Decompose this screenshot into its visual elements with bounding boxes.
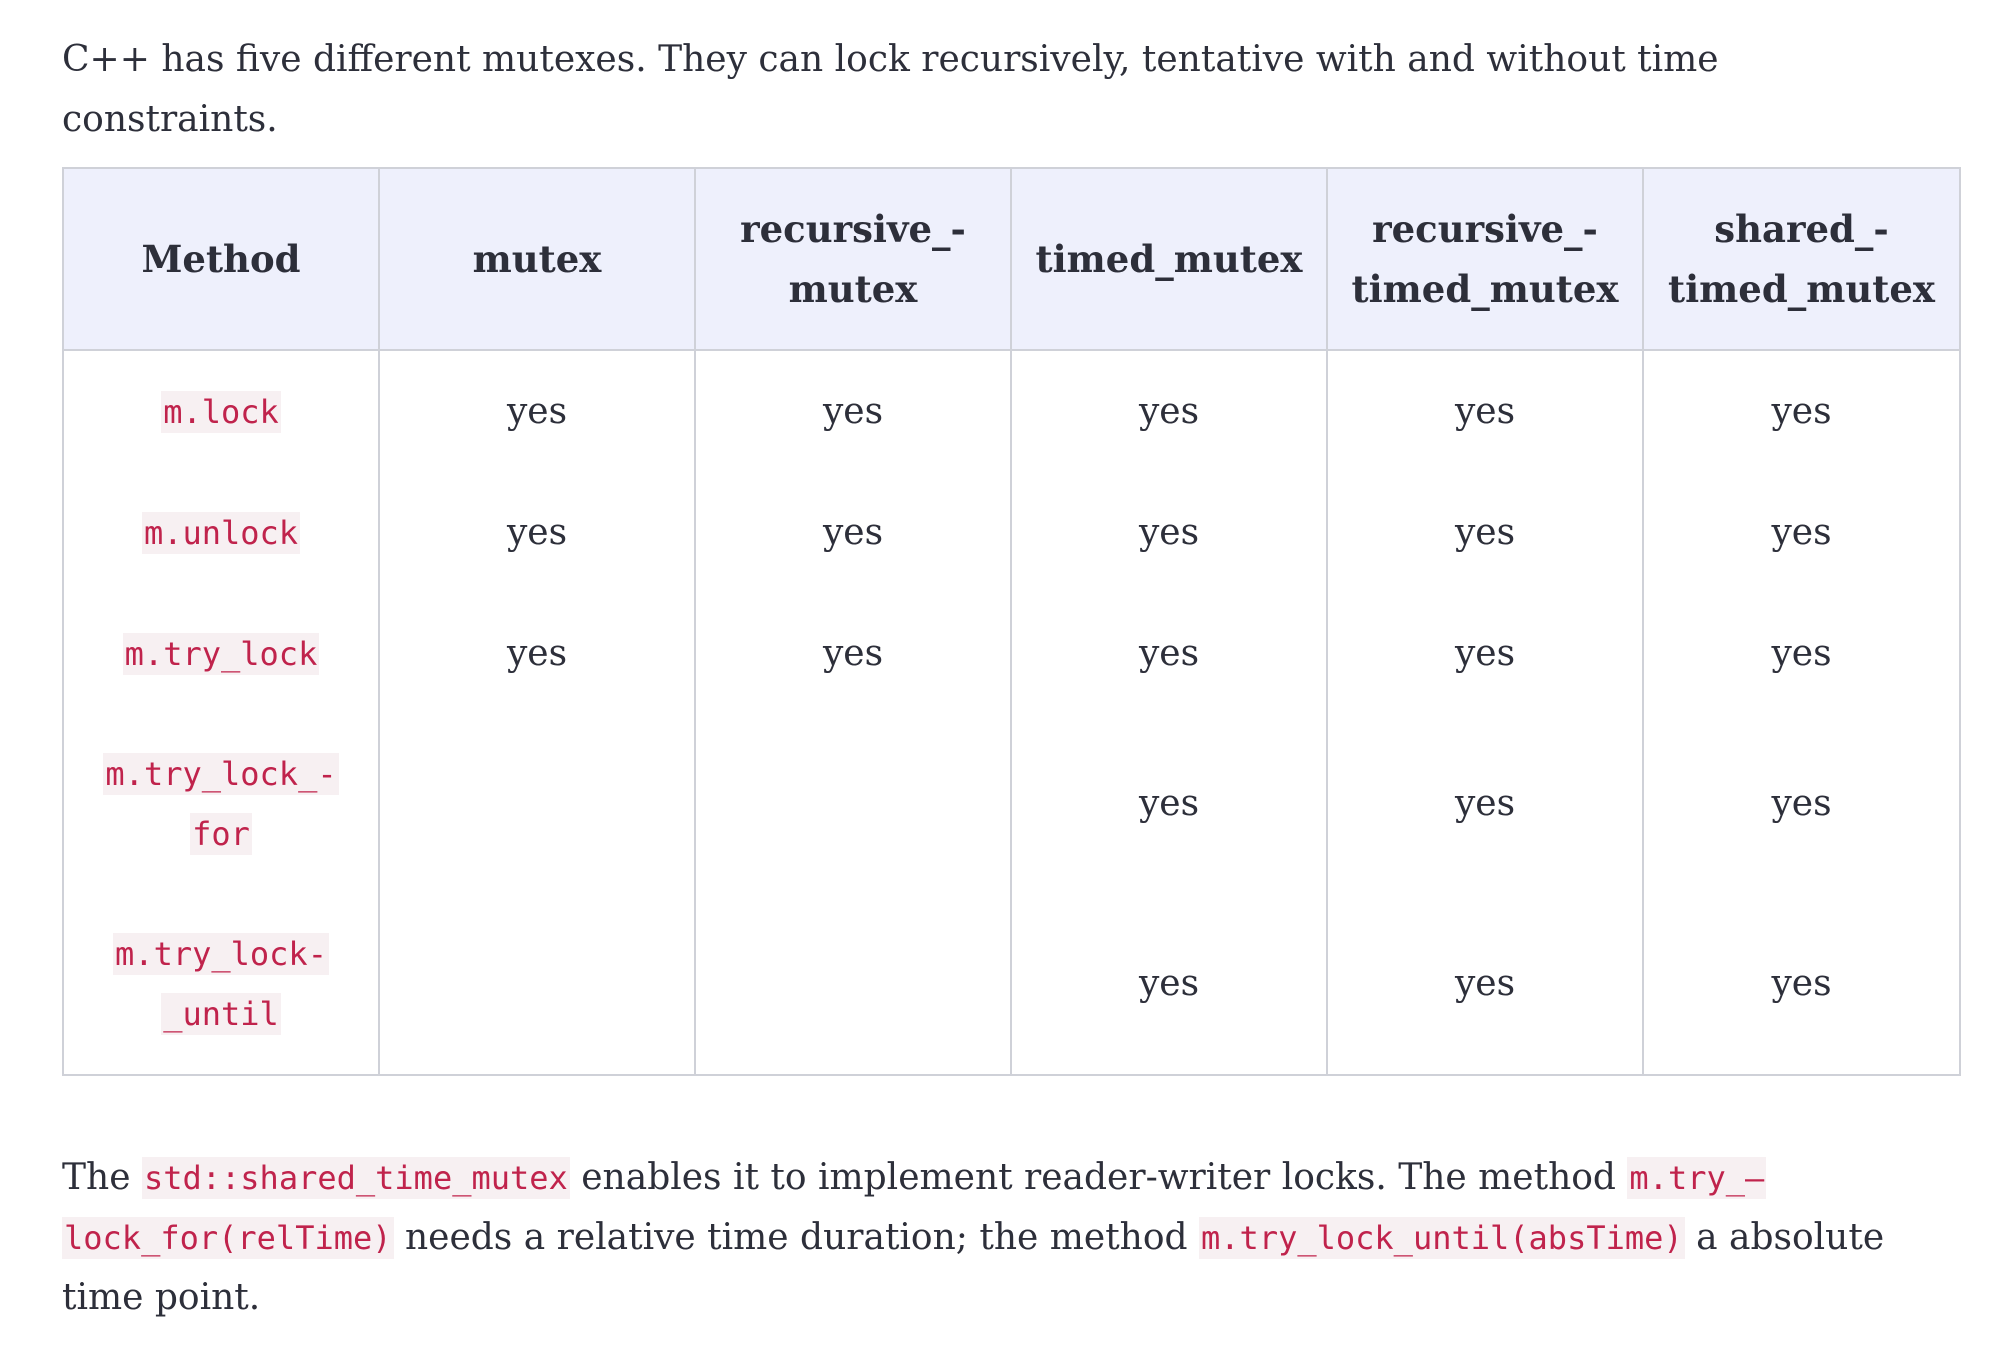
cell-recursive-mutex: yes xyxy=(694,472,1012,593)
mutex-comparison-table: Method mutex recursive_- mutex timed_mute… xyxy=(62,167,1961,1076)
cell-shared-timed-mutex: yes xyxy=(1642,894,1961,1076)
cell-recursive-timed-mutex: yes xyxy=(1326,472,1644,593)
outro-text: a absolute time point. xyxy=(62,1217,1885,1318)
cell-recursive-mutex xyxy=(694,714,1012,894)
table-row: m.try_lock_-for yes yes yes xyxy=(62,714,1961,894)
cell-timed-mutex: yes xyxy=(1010,350,1328,472)
method-cell: m.try_lock xyxy=(62,593,380,714)
cell-recursive-timed-mutex: yes xyxy=(1326,714,1644,894)
outro-text: needs a relative time duration; the meth… xyxy=(393,1217,1200,1258)
header-recursive-mutex: recursive_- mutex xyxy=(694,167,1012,351)
method-code: for xyxy=(190,813,252,855)
outro-paragraph: The std::shared_time_mutex enables it to… xyxy=(62,1148,1942,1328)
cell-timed-mutex: yes xyxy=(1010,894,1328,1076)
inline-code: m.try_lock_until(absTime) xyxy=(1199,1217,1685,1259)
header-timed-mutex: timed_mutex xyxy=(1010,167,1328,351)
cell-recursive-mutex xyxy=(694,894,1012,1076)
cell-mutex: yes xyxy=(378,472,696,593)
inline-code: m.try_– xyxy=(1627,1157,1767,1199)
cell-mutex: yes xyxy=(378,593,696,714)
inline-code: lock_for(relTime) xyxy=(62,1217,394,1259)
table-row: m.try_lock yes yes yes yes yes xyxy=(62,593,1961,714)
method-code: m.lock xyxy=(161,390,281,433)
cell-timed-mutex: yes xyxy=(1010,593,1328,714)
method-cell: m.unlock xyxy=(62,472,380,593)
header-shared-timed-mutex: shared_- timed_mutex xyxy=(1642,167,1961,351)
method-code: m.try_lock_- xyxy=(103,753,339,795)
cell-recursive-timed-mutex: yes xyxy=(1326,593,1644,714)
cell-mutex xyxy=(378,894,696,1076)
cell-timed-mutex: yes xyxy=(1010,472,1328,593)
cell-shared-timed-mutex: yes xyxy=(1642,472,1961,593)
cell-mutex: yes xyxy=(378,350,696,472)
table-row: m.lock yes yes yes yes yes xyxy=(62,350,1961,472)
cell-timed-mutex: yes xyxy=(1010,714,1328,894)
inline-code: std::shared_time_mutex xyxy=(141,1157,570,1199)
method-cell: m.try_lock- _until xyxy=(62,894,380,1076)
intro-paragraph: C++ has five different mutexes. They can… xyxy=(62,39,1719,140)
header-mutex: mutex xyxy=(378,167,696,351)
method-code: m.try_lock xyxy=(122,632,320,675)
cell-mutex xyxy=(378,714,696,894)
method-code: m.try_lock- xyxy=(113,933,329,975)
cell-recursive-mutex: yes xyxy=(694,593,1012,714)
cell-recursive-timed-mutex: yes xyxy=(1326,894,1644,1076)
cell-shared-timed-mutex: yes xyxy=(1642,350,1961,472)
table-row: m.try_lock- _until yes yes yes xyxy=(62,894,1961,1076)
header-recursive-timed-mutex: recursive_- timed_mutex xyxy=(1326,167,1644,351)
header-method: Method xyxy=(62,167,380,351)
cell-shared-timed-mutex: yes xyxy=(1642,714,1961,894)
method-code: m.unlock xyxy=(141,511,301,554)
method-cell: m.try_lock_-for xyxy=(62,714,380,894)
table-header-row: Method mutex recursive_- mutex timed_mute… xyxy=(62,167,1961,351)
cell-recursive-mutex: yes xyxy=(694,350,1012,472)
cell-shared-timed-mutex: yes xyxy=(1642,593,1961,714)
table-row: m.unlock yes yes yes yes yes xyxy=(62,472,1961,593)
outro-text: The xyxy=(62,1157,142,1198)
method-code: _until xyxy=(161,993,281,1035)
cell-recursive-timed-mutex: yes xyxy=(1326,350,1644,472)
outro-text: enables it to implement reader-writer lo… xyxy=(569,1157,1628,1198)
method-cell: m.lock xyxy=(62,350,380,472)
